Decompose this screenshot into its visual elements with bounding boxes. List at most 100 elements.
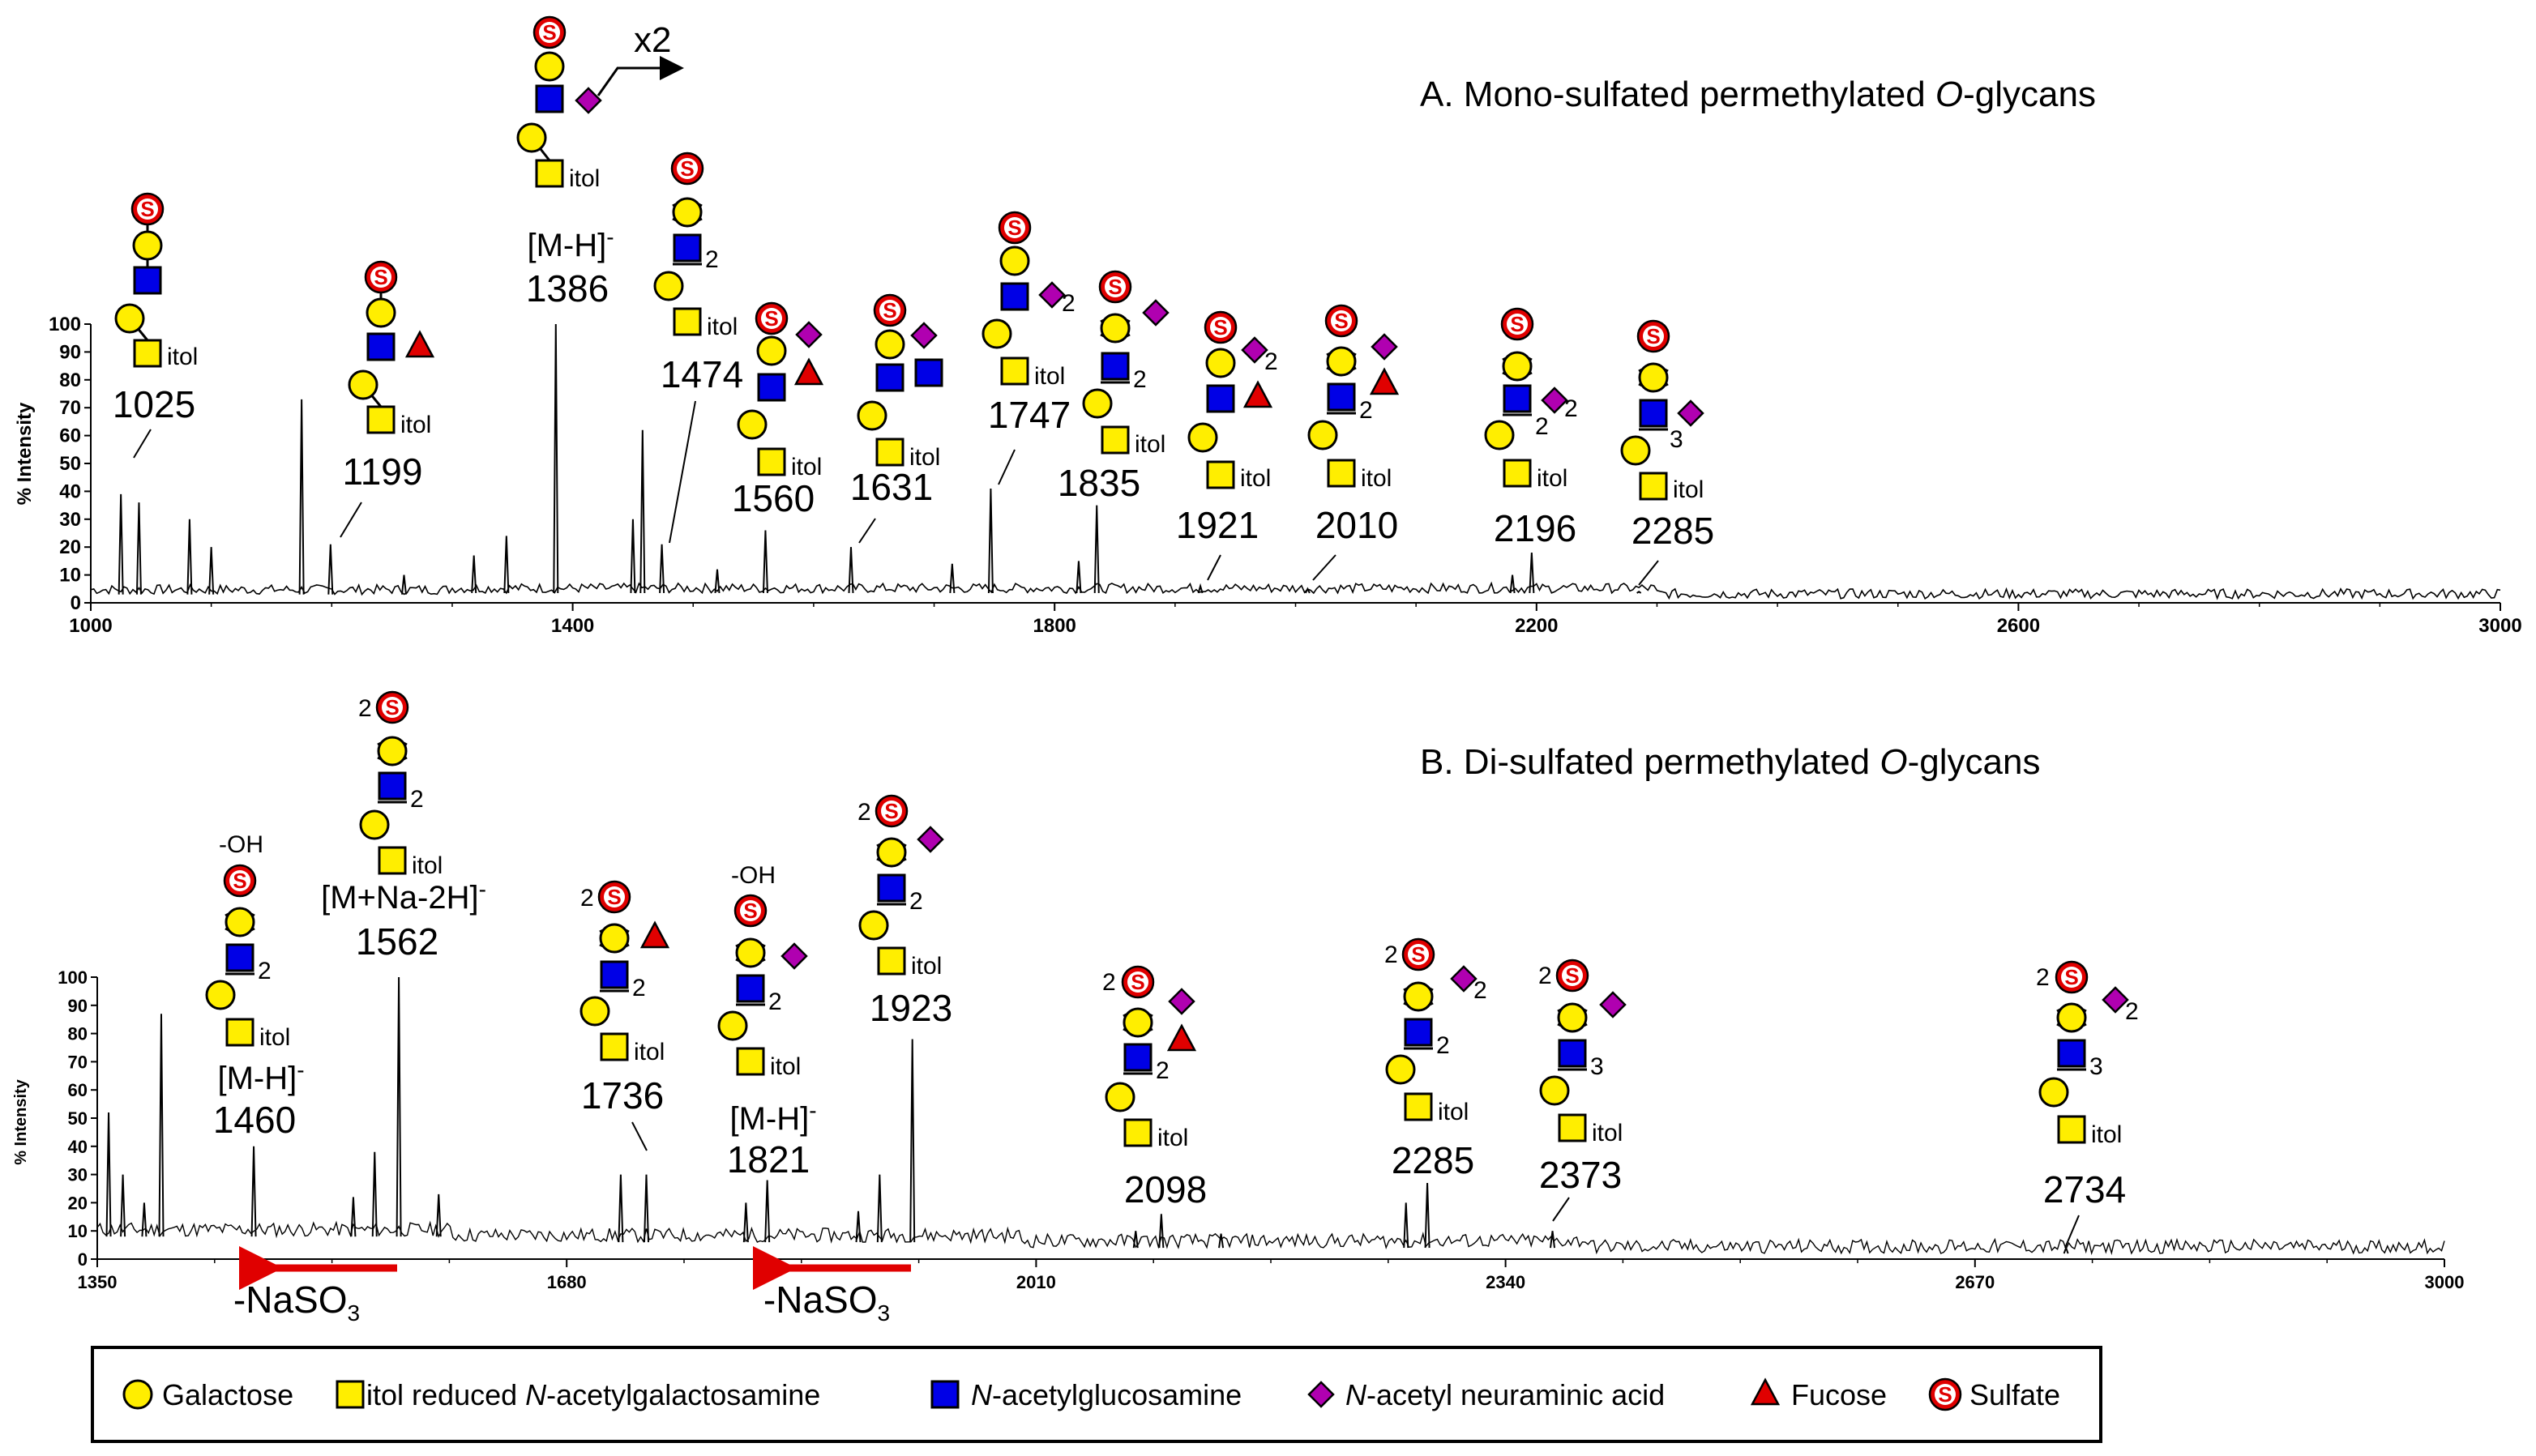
glycan-b-1821: -OH 2 itol <box>717 862 808 1080</box>
glycan-a-1386: itol x2 <box>516 15 684 192</box>
svg-text:Galactose: Galactose <box>162 1378 293 1411</box>
peak-label-b-1460: 1460 <box>213 1099 296 1141</box>
svg-text:itol: itol <box>1438 1099 1469 1125</box>
leader-line-1025 <box>133 429 152 459</box>
panel-a-ytick-label: 0 <box>71 592 81 614</box>
panel-a-peak-1199 <box>327 544 334 595</box>
svg-text:itol: itol <box>569 165 600 192</box>
svg-text:2: 2 <box>1062 290 1076 317</box>
panel-b-peak-1395 <box>158 1014 165 1237</box>
svg-text:-OH: -OH <box>731 862 776 889</box>
glycan-b-1736: 2 2 itol <box>579 880 669 1065</box>
svg-text:itol: itol <box>707 314 738 340</box>
panel-a-ytick-label: 20 <box>59 536 81 558</box>
panel-b: B. Di-sulfated permethylated O-glycans %… <box>12 742 2464 1326</box>
legend-item-sulfate: Sulfate <box>1928 1377 2060 1411</box>
panel-a-peak-1345 <box>503 536 510 593</box>
panel-a-xtick-label: 1400 <box>551 615 594 637</box>
panel-a-ylabel: % Intensity <box>14 402 36 505</box>
svg-text:2: 2 <box>358 695 372 722</box>
peak-label-b-1562: 1562 <box>356 920 438 963</box>
panel-b-ytick-label: 0 <box>78 1249 88 1270</box>
panel-b-peak-1821 <box>764 1180 771 1243</box>
glycan-b-1562: 2 2 itol <box>358 690 443 879</box>
panel-b-peak-1460 <box>250 1146 257 1237</box>
svg-text:3: 3 <box>1670 426 1683 453</box>
peak-label-b-1736: 1736 <box>581 1074 664 1117</box>
panel-b-ytick-label: 60 <box>68 1080 88 1100</box>
ion-label-1386: [M-H]- <box>527 224 614 263</box>
peak-label-2196: 2196 <box>1494 507 1576 549</box>
svg-text:2: 2 <box>2125 998 2139 1025</box>
panel-a-ytick-label: 10 <box>59 565 81 587</box>
peak-label-1025: 1025 <box>113 383 195 425</box>
panel-a-peak-1835 <box>1093 505 1100 593</box>
svg-text:itol reduced N-acetylgalactosa: itol reduced N-acetylgalactosamine <box>366 1378 820 1411</box>
svg-text:2: 2 <box>909 888 923 915</box>
svg-text:2: 2 <box>1564 395 1578 422</box>
panel-b-peak-1718 <box>618 1174 624 1243</box>
panel-b-peak-1736 <box>643 1174 649 1243</box>
panel-a-peak-1450 <box>630 519 636 593</box>
svg-text:itol: itol <box>911 953 942 980</box>
panel-b-xtick-label: 1680 <box>547 1272 587 1292</box>
svg-text:itol: itol <box>1135 431 1165 458</box>
svg-text:itol: itol <box>770 1053 801 1080</box>
leader-line-1199 <box>340 502 362 538</box>
peak-label-b-2098: 2098 <box>1124 1168 1207 1210</box>
panel-b-ylabel: % Intensity <box>12 1078 30 1164</box>
panel-a-peak-1175 <box>298 399 305 595</box>
panel-a-ytick-label: 100 <box>49 314 81 335</box>
leader-line-1921 <box>1207 554 1221 581</box>
svg-text:2: 2 <box>258 958 272 984</box>
panel-b-xtick-label: 3000 <box>2425 1272 2465 1292</box>
panel-b-ytick-label: 80 <box>68 1024 88 1044</box>
peak-label-b-2734: 2734 <box>2043 1168 2126 1210</box>
svg-text:-OH: -OH <box>219 831 263 858</box>
leader-line-1631 <box>858 518 876 544</box>
svg-text:itol: itol <box>1240 465 1271 492</box>
panel-b-ytick-label: 70 <box>68 1052 88 1072</box>
glycan-b-2285: 2 2 2 itol <box>1384 937 1487 1125</box>
svg-text:x2: x2 <box>634 20 671 60</box>
panel-a-peak-1100 <box>208 547 215 595</box>
panel-a-peak-labels: 1025 1199 1386 1474 1560 1631 1747 1835 1921 2010… <box>113 224 1714 586</box>
peak-label-b-1923: 1923 <box>870 987 952 1029</box>
legend: Galactose itol reduced N-acetylgalactosa… <box>91 1346 2102 1443</box>
svg-text:Fucose: Fucose <box>1791 1378 1887 1411</box>
svg-text:2: 2 <box>1359 397 1373 424</box>
panel-b-axes: 0 10 20 30 40 50 60 70 80 90 100 1350 1680 2010 2340 26… <box>58 967 2464 1292</box>
svg-text:2: 2 <box>1133 366 1147 393</box>
panel-a-axes: 0 10 20 30 40 50 60 70 80 90 100 1000 1400 1800 2200 26… <box>49 314 2522 637</box>
leader-line-1474 <box>669 400 696 544</box>
panel-a-peak-1458 <box>639 429 646 593</box>
peak-label-1386: 1386 <box>526 267 609 310</box>
panel-b-peak-1923 <box>909 1039 916 1243</box>
panel-a-peak-2196 <box>1529 553 1535 594</box>
panel-b-peak-1562 <box>396 976 402 1237</box>
peak-label-b-1821: 1821 <box>727 1138 810 1181</box>
peak-label-1474: 1474 <box>661 353 743 395</box>
svg-text:itol: itol <box>634 1039 665 1065</box>
panel-a-xtick-label: 1800 <box>1033 615 1076 637</box>
svg-text:3: 3 <box>2089 1053 2103 1080</box>
glycan-b-2734: 2 2 3 itol <box>2036 960 2139 1148</box>
peak-label-1199: 1199 <box>343 450 423 493</box>
svg-text:2: 2 <box>1156 1057 1170 1084</box>
panel-a-peak-1386 <box>553 323 559 593</box>
panel-a-ytick-label: 40 <box>59 480 81 502</box>
glycan-a-1025: itol <box>114 192 198 370</box>
panel-a-peak-1260 <box>400 574 407 595</box>
svg-text:itol: itol <box>1592 1120 1623 1146</box>
svg-text:2: 2 <box>1538 963 1552 989</box>
panel-a-ytick-label: 60 <box>59 425 81 447</box>
panel-b-peak-labels: 1460 1562 1736 1821 1923 2098 2285 2373 2734 [M+N… <box>213 877 2126 1326</box>
panel-b-peak-1806 <box>742 1202 749 1243</box>
svg-text:itol: itol <box>1034 363 1065 390</box>
svg-text:itol: itol <box>412 852 443 879</box>
panel-a-xtick-label: 1000 <box>69 615 112 637</box>
panel-b-ytick-label: 100 <box>58 967 88 988</box>
panel-b-peak-2734 <box>2063 1245 2069 1254</box>
svg-text:itol: itol <box>1673 476 1704 503</box>
